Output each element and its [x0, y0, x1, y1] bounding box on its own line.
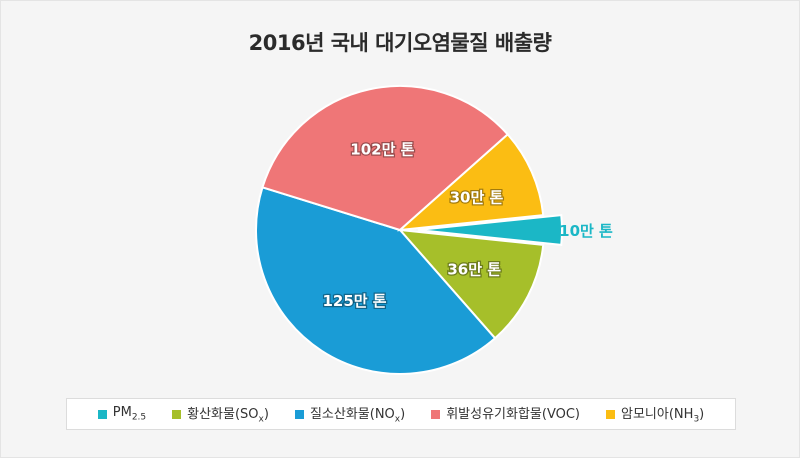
slice-label-1: 36만 톤: [447, 260, 501, 278]
legend-swatch: [431, 409, 441, 419]
legend-swatch: [97, 409, 107, 419]
legend-label: 황산화물(SOx): [187, 407, 269, 425]
legend-swatch: [294, 409, 304, 419]
legend-item-nox: 질소산화물(NOx): [294, 403, 406, 425]
slice-label-3: 102만 톤: [350, 140, 414, 158]
legend-label: 휘발성유기화합물(VOC): [446, 407, 581, 423]
pie-slice-2: [255, 186, 497, 375]
legend-swatch: [606, 409, 616, 419]
legend-item-pm25: PM2.5: [97, 405, 147, 423]
pie-slice-4: [397, 133, 545, 232]
chart-title: 2016년 국내 대기오염물질 배출량: [248, 31, 552, 55]
pie-slice-0: [417, 213, 564, 247]
slice-label-4: 30만 톤: [450, 188, 504, 206]
pie-slice-1: [397, 228, 545, 340]
legend-label: 질소산화물(NOx): [309, 407, 406, 425]
legend-swatch: [172, 409, 182, 419]
legend-item-voc: 휘발성유기화합물(VOC): [431, 403, 580, 425]
slice-label-2: 125만 톤: [322, 292, 386, 310]
legend-item-nh3: 암모니아(NH3): [606, 403, 704, 425]
legend-item-sox: 황산화물(SOx): [172, 403, 269, 425]
legend-label: PM2.5: [112, 405, 147, 423]
slice-label-0: 10만 톤: [559, 222, 613, 240]
pie-slice-3: [261, 85, 510, 232]
chart-legend: PM2.5 황산화물(SOx) 질소산화물(NOx) 휘발성유기화합물(VOC)…: [66, 398, 736, 430]
legend-label: 암모니아(NH3): [621, 407, 705, 425]
